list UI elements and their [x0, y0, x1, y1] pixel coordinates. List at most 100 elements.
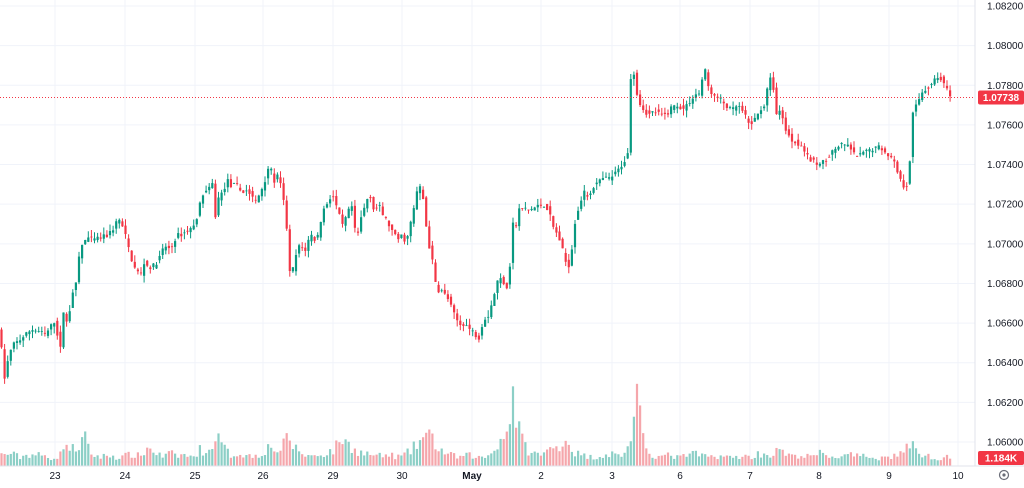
candle	[332, 190, 335, 202]
volume-bar	[806, 453, 809, 466]
candle-body	[174, 241, 177, 247]
candle-body	[183, 232, 186, 234]
candle-body	[170, 246, 174, 248]
volume-bar	[831, 456, 834, 466]
candle	[623, 156, 626, 168]
candle-body	[651, 111, 654, 113]
candle-body	[508, 266, 511, 285]
volume-bar	[527, 455, 530, 466]
volume-bar	[601, 457, 604, 466]
volume-bar	[505, 431, 508, 466]
candle	[524, 201, 527, 211]
candle	[3, 343, 6, 384]
candle	[391, 224, 394, 236]
volume-bar	[186, 456, 189, 466]
volume-bar	[682, 454, 685, 466]
volume-bar	[406, 448, 409, 466]
volume-bar	[59, 451, 62, 466]
volume-bar	[208, 449, 211, 466]
candle-body	[620, 166, 623, 170]
candle-body	[732, 107, 735, 110]
candle	[728, 105, 732, 110]
price-tick-label: 1.07800	[987, 81, 1024, 92]
candle	[267, 166, 270, 185]
candle-body	[149, 267, 152, 270]
candle-body	[803, 146, 806, 152]
candle	[84, 239, 87, 245]
price-axis[interactable]: 1.08200 1.08000 1.07800 1.07600 1.07400 1.072…	[987, 2, 1024, 449]
volume-bar	[456, 458, 459, 466]
candle-body	[933, 78, 936, 85]
volume-bar	[34, 455, 37, 466]
candle	[37, 326, 40, 333]
settings-gear-icon[interactable]	[998, 469, 1010, 481]
candle-body	[592, 188, 595, 193]
candle-body	[753, 117, 756, 122]
volume-bar	[192, 456, 195, 466]
volume-bar	[369, 454, 372, 466]
candle-body	[9, 349, 12, 361]
candle	[763, 104, 766, 111]
candle-body	[347, 208, 350, 219]
candle	[384, 216, 387, 220]
candle	[282, 177, 285, 206]
candle	[756, 113, 759, 121]
candle	[28, 330, 31, 341]
candle	[821, 159, 825, 170]
current-price-badge[interactable]: 1.07738	[978, 90, 1024, 105]
candle-body	[77, 256, 81, 283]
time-tick-label: 2	[538, 471, 544, 482]
price-tick-label: 1.06400	[987, 358, 1024, 369]
candle-body	[518, 208, 521, 227]
candle-body	[511, 222, 515, 263]
candle	[846, 138, 849, 147]
candle	[834, 146, 837, 159]
volume-bar	[19, 459, 22, 466]
volume-bar	[657, 455, 660, 466]
candle	[226, 173, 229, 193]
volume-bar	[257, 457, 260, 466]
volume-bar	[945, 454, 949, 466]
candle	[325, 202, 329, 209]
candle	[378, 201, 381, 212]
candle-body	[673, 105, 676, 110]
time-axis[interactable]: 23 24 25 26 29 30 May 2 3 6 7 8 9 10	[49, 471, 964, 482]
candle	[105, 230, 108, 238]
candle	[704, 68, 707, 81]
candle	[918, 93, 921, 106]
candle-body	[387, 220, 391, 227]
candle	[229, 174, 232, 189]
volume-bar	[65, 444, 68, 466]
candle-body	[344, 217, 347, 226]
candle-body	[428, 226, 431, 249]
volume-bar	[77, 450, 81, 466]
candle	[263, 176, 267, 197]
candle-body	[539, 204, 542, 206]
volume-bar	[561, 446, 564, 466]
candle	[71, 289, 74, 308]
candle	[174, 238, 177, 254]
candle-body	[679, 106, 682, 110]
volume-bar	[437, 451, 440, 466]
candle-body	[28, 331, 31, 335]
volume-bar	[465, 452, 468, 466]
candle	[335, 189, 338, 210]
candle	[307, 236, 310, 258]
candle	[722, 98, 725, 111]
candle	[285, 195, 288, 231]
candle	[738, 102, 741, 114]
volume-bar	[719, 455, 722, 466]
price-tick-label: 1.06000	[987, 438, 1024, 449]
volume-bar	[896, 456, 899, 466]
volume-bar	[846, 454, 849, 466]
candle	[99, 232, 102, 242]
volume-badge[interactable]: 1.184K	[978, 451, 1024, 465]
volume-bars	[0, 383, 952, 466]
candle	[220, 189, 223, 206]
candle-body	[391, 224, 394, 230]
candle	[794, 140, 797, 146]
volume-bar	[880, 456, 883, 466]
volume-bar	[282, 438, 285, 466]
candle	[741, 101, 744, 114]
